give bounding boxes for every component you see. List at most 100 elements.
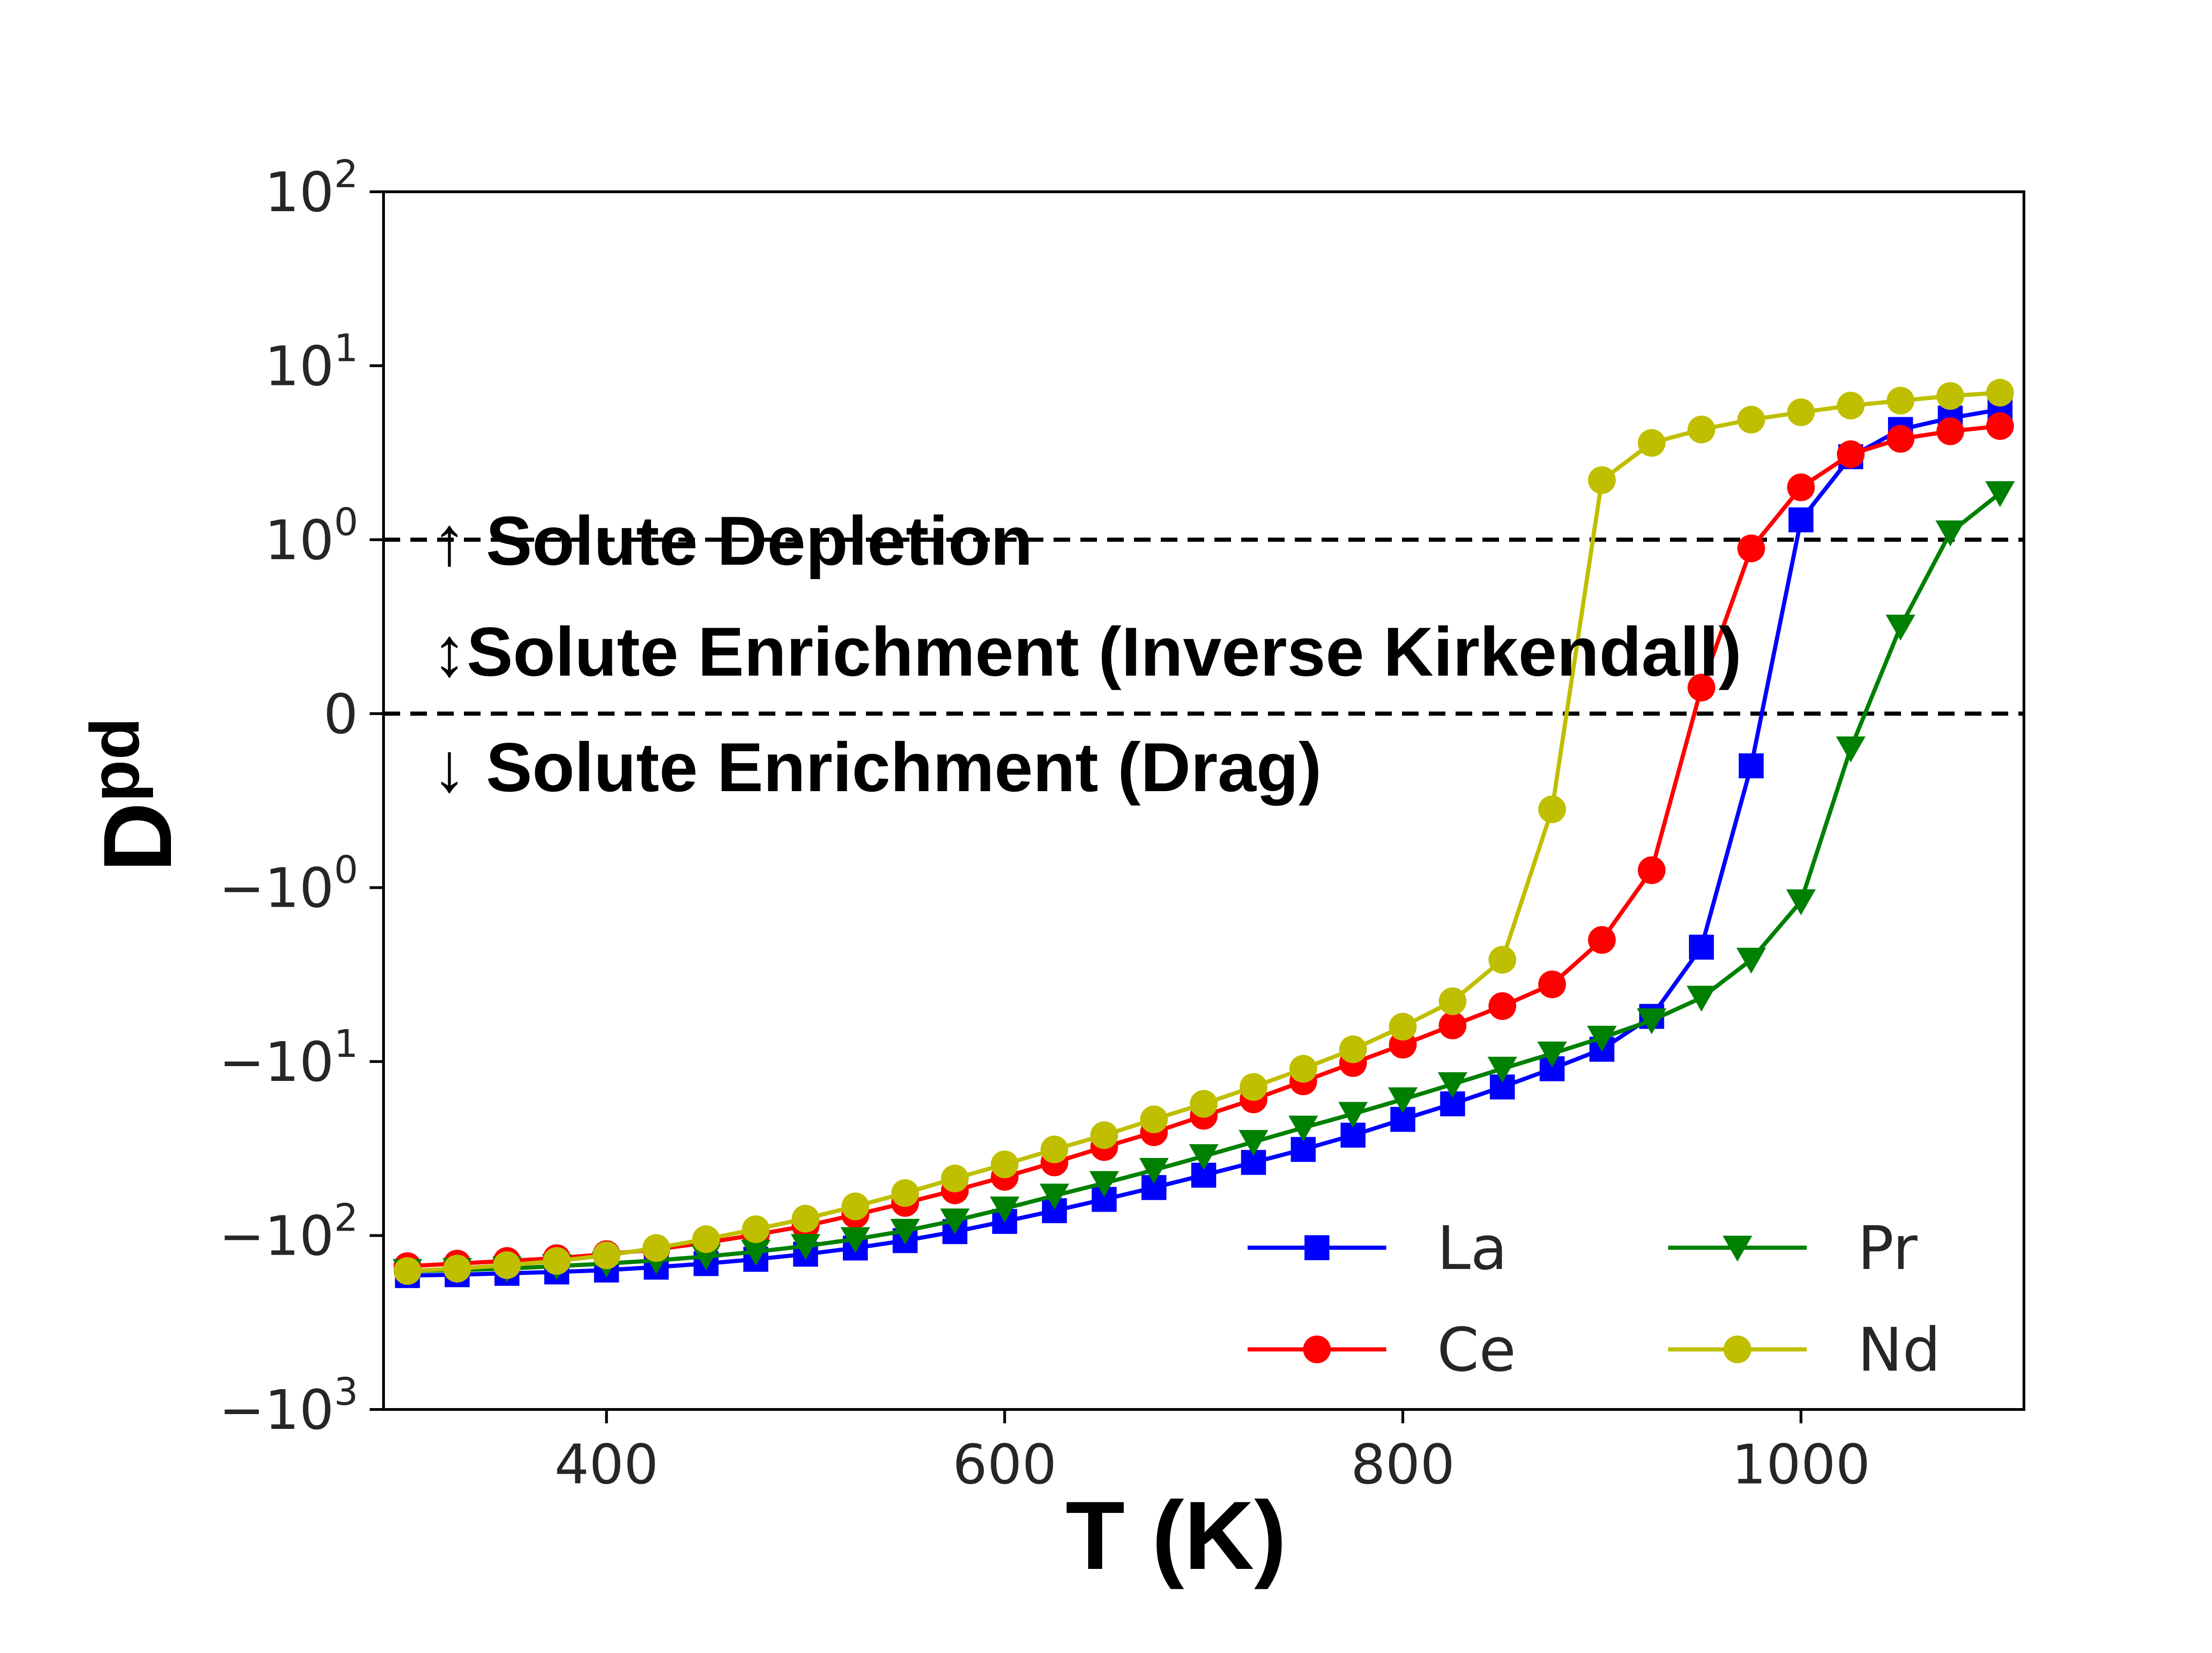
data-point-nd bbox=[1339, 1035, 1367, 1063]
data-point-nd bbox=[1886, 386, 1914, 415]
data-point-ce bbox=[1438, 1011, 1467, 1039]
data-point-ce bbox=[1986, 412, 2014, 440]
data-point-nd bbox=[1389, 1013, 1417, 1041]
legend-label-la: La bbox=[1437, 1213, 1507, 1283]
series-nd bbox=[393, 378, 2014, 1285]
data-point-pr bbox=[841, 1227, 871, 1253]
y-axis-title: Dpd bbox=[76, 718, 192, 872]
data-point-pr bbox=[791, 1234, 821, 1260]
legend-marker-ce bbox=[1303, 1336, 1331, 1363]
data-point-pr bbox=[1288, 1116, 1318, 1142]
data-point-ce bbox=[1688, 673, 1716, 701]
data-point-pr bbox=[741, 1239, 771, 1266]
data-point-nd bbox=[991, 1150, 1019, 1178]
data-point-nd bbox=[1538, 795, 1566, 823]
data-point-nd bbox=[692, 1225, 720, 1253]
data-point-la bbox=[1689, 934, 1714, 960]
data-point-pr bbox=[1189, 1144, 1219, 1170]
y-tick-label: 0 bbox=[323, 682, 358, 746]
data-point-nd bbox=[1239, 1073, 1267, 1101]
data-point-nd bbox=[1688, 415, 1716, 444]
y-axis-title-main: D bbox=[83, 802, 192, 872]
data-point-nd bbox=[792, 1205, 820, 1233]
data-point-nd bbox=[1787, 398, 1815, 427]
data-point-nd bbox=[542, 1247, 571, 1275]
x-axis-title: T (K) bbox=[1066, 1481, 1286, 1590]
data-point-nd bbox=[941, 1165, 969, 1193]
data-point-ce bbox=[1837, 440, 1865, 468]
legend-label-ce: Ce bbox=[1437, 1315, 1516, 1385]
annotation-inverse: ↕Solute Enrichment (Inverse Kirkendall) bbox=[432, 613, 1742, 690]
plot-border bbox=[382, 190, 2025, 1411]
data-point-pr bbox=[1139, 1158, 1169, 1184]
y-tick-label: −103 bbox=[219, 1370, 358, 1442]
data-point-pr bbox=[1687, 986, 1717, 1012]
data-point-pr bbox=[990, 1196, 1020, 1223]
data-point-nd bbox=[1488, 945, 1517, 974]
annotation-depletion: ↑ Solute Depletion bbox=[432, 502, 1033, 579]
legend-marker-la bbox=[1304, 1235, 1329, 1260]
data-point-pr bbox=[1238, 1130, 1268, 1156]
data-point-nd bbox=[1438, 987, 1467, 1015]
data-point-nd bbox=[1638, 429, 1666, 457]
data-point-ce bbox=[1538, 970, 1566, 999]
y-axis-ticks: 102 101 100 0 −100 −101 −102 −103 bbox=[219, 152, 384, 1442]
data-point-la bbox=[1738, 753, 1764, 779]
data-point-nd bbox=[891, 1179, 919, 1207]
y-tick-label: 101 bbox=[265, 326, 358, 398]
data-point-nd bbox=[493, 1251, 521, 1279]
x-tick-label: 800 bbox=[1351, 1433, 1455, 1496]
data-point-pr bbox=[691, 1244, 721, 1270]
legend-label-pr: Pr bbox=[1858, 1213, 1918, 1283]
data-point-ce bbox=[1638, 856, 1666, 884]
data-point-pr bbox=[1985, 481, 2015, 507]
data-point-nd bbox=[1040, 1135, 1068, 1164]
x-tick-label: 400 bbox=[555, 1433, 658, 1496]
data-point-pr bbox=[1736, 947, 1766, 974]
data-point-nd bbox=[841, 1192, 870, 1220]
series-group bbox=[392, 378, 2015, 1288]
data-point-ce bbox=[1488, 992, 1517, 1020]
legend-label-nd: Nd bbox=[1858, 1315, 1941, 1385]
data-point-nd bbox=[1140, 1105, 1168, 1134]
legend-item-ce: Ce bbox=[1248, 1315, 1516, 1385]
legend-marker-nd bbox=[1724, 1336, 1751, 1363]
data-point-nd bbox=[1986, 378, 2014, 407]
data-point-ce bbox=[1886, 425, 1914, 453]
data-point-pr bbox=[1885, 615, 1915, 641]
data-point-pr bbox=[890, 1219, 920, 1245]
x-tick-label: 600 bbox=[953, 1433, 1057, 1496]
data-point-pr bbox=[1836, 736, 1866, 762]
legend-item-nd: Nd bbox=[1668, 1315, 1941, 1385]
data-point-pr bbox=[1587, 1025, 1617, 1052]
data-point-nd bbox=[1837, 391, 1865, 420]
legend-item-pr: Pr bbox=[1668, 1213, 1918, 1283]
data-point-pr bbox=[940, 1208, 970, 1235]
data-point-nd bbox=[1936, 382, 1964, 410]
y-axis-title-subscript: pd bbox=[76, 718, 153, 802]
y-tick-label: −100 bbox=[219, 848, 358, 920]
data-point-pr bbox=[1089, 1171, 1119, 1197]
legend-marker-pr bbox=[1723, 1236, 1752, 1262]
data-point-pr bbox=[1487, 1056, 1517, 1083]
annotation-drag: ↓ Solute Enrichment (Drag) bbox=[432, 728, 1322, 806]
data-point-pr bbox=[1438, 1072, 1468, 1098]
data-point-ce bbox=[1737, 534, 1765, 562]
data-point-pr bbox=[1637, 1008, 1667, 1035]
annotations: ↑ Solute Depletion ↕Solute Enrichment (In… bbox=[432, 502, 1742, 806]
data-point-nd bbox=[1588, 466, 1616, 494]
y-tick-label: 102 bbox=[265, 152, 358, 224]
y-tick-label: 100 bbox=[265, 500, 358, 572]
data-point-pr bbox=[1935, 520, 1965, 547]
data-point-pr bbox=[1338, 1102, 1368, 1128]
data-point-la bbox=[1788, 507, 1814, 532]
data-point-nd bbox=[443, 1255, 471, 1283]
data-point-nd bbox=[1190, 1090, 1218, 1118]
legend: La Ce Pr Nd bbox=[1248, 1213, 1941, 1385]
data-point-nd bbox=[1289, 1055, 1317, 1083]
data-point-pr bbox=[1388, 1087, 1418, 1114]
data-point-nd bbox=[592, 1241, 621, 1269]
data-point-pr bbox=[1039, 1183, 1069, 1210]
